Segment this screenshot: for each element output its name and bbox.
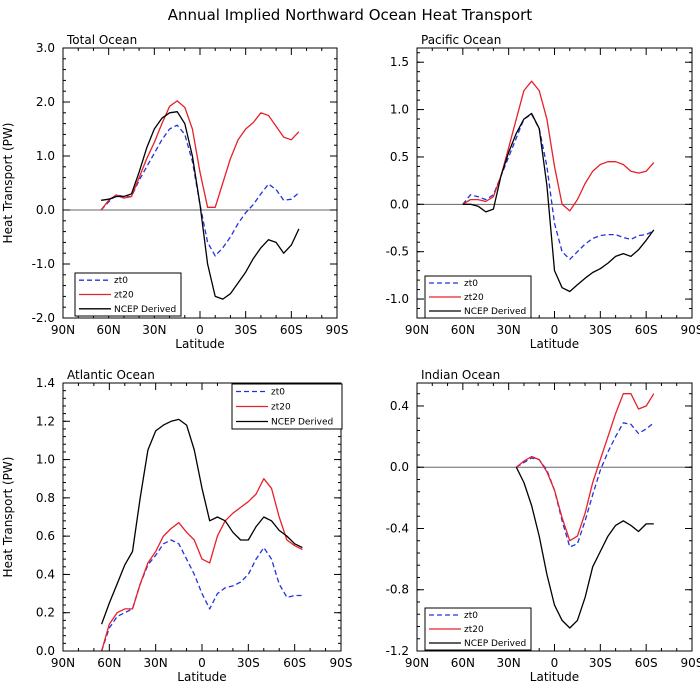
x-axis-label: Latitude <box>530 670 579 684</box>
series-line-zt0 <box>100 539 303 652</box>
x-tick-label: 90S <box>326 323 349 337</box>
y-tick-label: 0.4 <box>390 399 409 413</box>
indian-ocean-panel: -1.2 -0.8 -0.4 0.0 0.4 90N 60N 30N 0 30S 60S 90S Ind… <box>386 368 700 684</box>
series-line-zt20 <box>515 393 655 542</box>
legend-label-zt0: zt0 <box>271 388 285 398</box>
panel-title: Total Ocean <box>66 33 137 47</box>
x-tick-label: 60N <box>451 656 475 670</box>
x-tick-label: 60S <box>280 323 303 337</box>
legend-label-zt20: zt20 <box>464 293 484 303</box>
x-tick-label: 90N <box>51 323 75 337</box>
x-tick-label: 60N <box>97 656 121 670</box>
legend-label-ncep-derived: NCEP Derived <box>114 305 176 315</box>
x-tick-label: 60N <box>97 323 121 337</box>
x-tick-label: 0 <box>551 323 559 337</box>
y-tick-label: 1.5 <box>390 55 409 69</box>
x-tick-label: 30N <box>497 323 521 337</box>
x-tick-label: 30S <box>589 656 612 670</box>
x-tick-label: 60S <box>283 656 306 670</box>
y-tick-label: 1.0 <box>36 453 55 467</box>
y-tick-label: 0.4 <box>36 567 55 581</box>
series-line-ncep-derived <box>515 466 654 629</box>
y-axis-label: Heat Transport (PW) <box>1 123 15 244</box>
panel-title: Indian Ocean <box>421 368 500 382</box>
y-tick-label: 0.0 <box>36 203 55 217</box>
x-tick-label: 30S <box>237 656 260 670</box>
x-axis-label: Latitude <box>177 670 226 684</box>
y-tick-label: 2.0 <box>36 95 55 109</box>
y-tick-label: 0.8 <box>36 491 55 505</box>
x-axis-label: Latitude <box>530 337 579 351</box>
y-tick-label: -2.0 <box>32 311 55 325</box>
x-tick-label: 90N <box>51 656 75 670</box>
figure-title: Annual Implied Northward Ocean Heat Tran… <box>168 6 533 24</box>
y-tick-label: -1.0 <box>386 292 409 306</box>
legend: zt0 zt20 NCEP Derived <box>424 275 532 319</box>
x-tick-label: 90N <box>405 656 429 670</box>
y-tick-label: -0.4 <box>386 521 409 535</box>
panel-title: Atlantic Ocean <box>67 368 155 382</box>
series-line-zt0 <box>100 124 300 257</box>
y-tick-label: 3.0 <box>36 41 55 55</box>
series-line-zt20 <box>100 100 300 211</box>
legend-label-zt0: zt0 <box>464 279 478 289</box>
pacific-ocean-panel: -1.0 -0.5 0.0 0.5 1.0 1.5 90N 60N 30N 0 30S 60S 90S P… <box>386 33 700 351</box>
legend-label-ncep-derived: NCEP Derived <box>464 639 526 649</box>
legend-label-zt20: zt20 <box>464 625 484 635</box>
legend: zt0 zt20 NCEP Derived <box>231 383 343 430</box>
x-tick-label: 0 <box>551 656 559 670</box>
legend-label-ncep-derived: NCEP Derived <box>464 307 526 317</box>
x-tick-label: 30N <box>497 656 521 670</box>
x-tick-label: 0 <box>198 656 206 670</box>
x-tick-label: 90N <box>405 323 429 337</box>
x-tick-label: 90S <box>681 323 700 337</box>
y-tick-label: 1.2 <box>36 414 55 428</box>
legend-label-zt20: zt20 <box>114 291 134 301</box>
x-tick-label: 90S <box>681 656 700 670</box>
y-tick-label: 0.0 <box>390 460 409 474</box>
atlantic-ocean-panel: 0.0 0.2 0.4 0.6 0.8 1.0 1.2 1.4 90N 60N 30N 0 30S 60S… <box>1 368 352 684</box>
legend-label-zt0: zt0 <box>114 276 128 286</box>
x-tick-label: 30S <box>589 323 612 337</box>
legend-label-ncep-derived: NCEP Derived <box>271 418 333 428</box>
legend-label-zt0: zt0 <box>464 611 478 621</box>
series-line-ncep-derived <box>101 111 300 300</box>
y-tick-label: 1.4 <box>36 376 55 390</box>
y-tick-label: 0.2 <box>36 606 55 620</box>
y-tick-label: 0.0 <box>390 197 409 211</box>
x-tick-label: 30S <box>234 323 257 337</box>
y-tick-label: 0.5 <box>390 150 409 164</box>
total-ocean-panel: -2.0 -1.0 0.0 1.0 2.0 3.0 90N 60N 30N 0 30S 60S 90S T… <box>1 33 348 351</box>
y-tick-label: -0.5 <box>386 245 409 259</box>
x-tick-label: 60S <box>635 323 658 337</box>
y-tick-label: 1.0 <box>390 103 409 117</box>
series-line-ncep-derived <box>100 418 303 625</box>
panel-title: Pacific Ocean <box>421 33 501 47</box>
x-tick-label: 30N <box>144 656 168 670</box>
x-tick-label: 30N <box>142 323 166 337</box>
x-tick-label: 60N <box>451 323 475 337</box>
y-tick-label: -0.8 <box>386 583 409 597</box>
series-line-zt20 <box>100 478 303 652</box>
legend: zt0 zt20 NCEP Derived <box>74 272 182 317</box>
y-tick-label: 0.0 <box>36 644 55 658</box>
y-tick-label: 0.6 <box>36 529 55 543</box>
legend-label-zt20: zt20 <box>271 403 291 413</box>
x-tick-label: 0 <box>196 323 204 337</box>
legend: zt0 zt20 NCEP Derived <box>424 607 532 651</box>
y-tick-label: 1.0 <box>36 149 55 163</box>
series-line-zt20 <box>462 80 655 212</box>
y-axis-label: Heat Transport (PW) <box>1 457 15 578</box>
series-line-ncep-derived <box>462 112 655 293</box>
y-tick-label: -1.0 <box>32 257 55 271</box>
y-tick-label: -1.2 <box>386 644 409 658</box>
x-tick-label: 90S <box>330 656 353 670</box>
x-tick-label: 60S <box>635 656 658 670</box>
x-axis-label: Latitude <box>175 337 224 351</box>
